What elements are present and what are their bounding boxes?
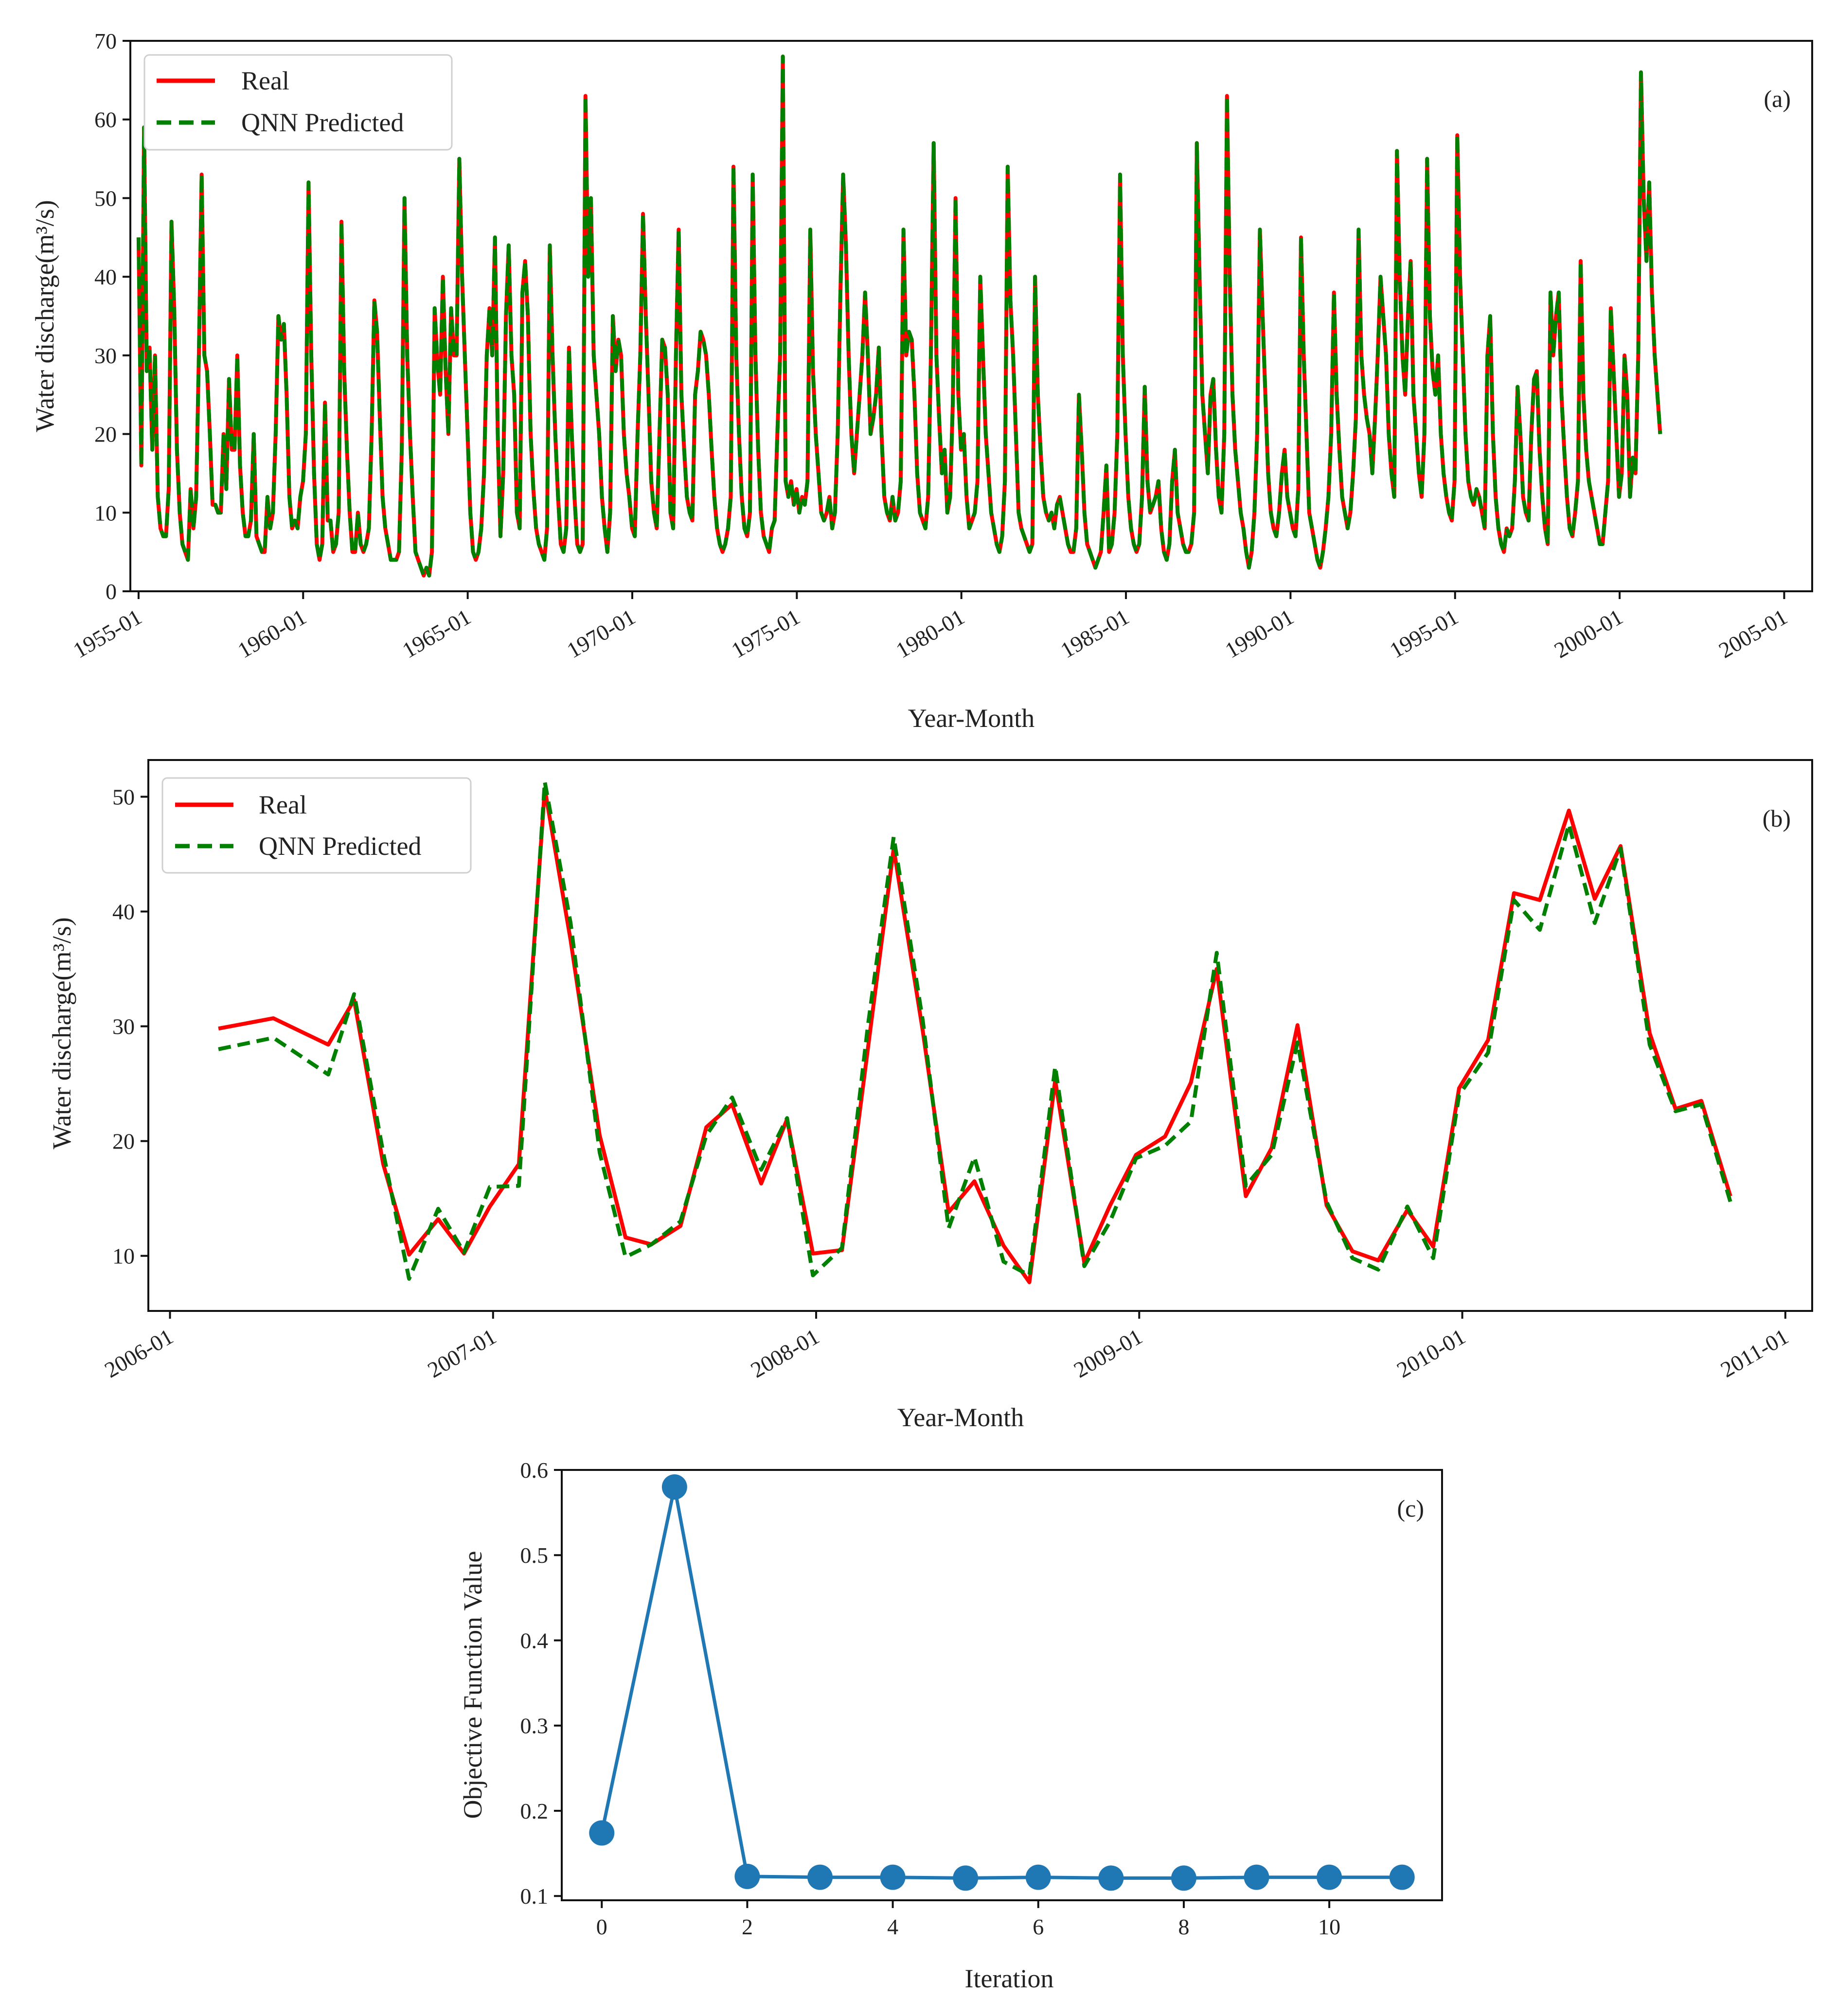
panel-c: 0.10.20.30.40.50.60 2 4 6 8 10 (c) Iteration … (458, 1458, 1443, 1993)
panel-c-point (589, 1820, 615, 1846)
panel-c-xtick-label: 6 (1033, 1914, 1044, 1939)
panel-c-point (807, 1864, 833, 1890)
panel-a-lines (136, 54, 1662, 578)
panel-c-ticks: 0.1 0.2 0.3 0.4 0.5 0.6 0 2 4 6 8 10 (520, 1458, 1341, 1939)
panel-c-ytick-label: 0.3 (520, 1714, 549, 1738)
panel-b-series-qnn-predicted (218, 779, 1732, 1281)
panel-c-point (1317, 1864, 1342, 1890)
panel-c-xtick-label: 0 (596, 1914, 607, 1939)
panel-b-legend-real-label: Real (259, 790, 307, 819)
panel-c-ylabel: Objective Function Value (458, 1551, 487, 1819)
panel-c-xtick-label: 4 (887, 1914, 898, 1939)
panel-a-xlabel: Year-Month (908, 704, 1034, 733)
panel-c-frame (561, 1469, 1443, 1901)
panel-a-legend: Real QNN Predicted (143, 54, 453, 151)
panel-a-ylabel: Water discharge(m³/s) (30, 200, 59, 432)
panel-c-ytick-label: 0.1 (520, 1884, 549, 1909)
panel-c-point (953, 1865, 979, 1891)
panel-b-ytick-label: 50 (112, 785, 135, 810)
panel-a-ytick-label: 20 (94, 422, 117, 447)
panel-b-frame (147, 759, 1813, 1312)
panel-b-xlabel: Year-Month (897, 1403, 1024, 1432)
panel-a-series-qnn-predicted (136, 54, 1662, 578)
panel-c-point (1389, 1864, 1415, 1890)
panel-b-legend: Real QNN Predicted (161, 777, 472, 874)
panel-c-point (1025, 1864, 1051, 1890)
panel-c-point (1171, 1865, 1196, 1891)
panel-a-ytick-label: 10 (94, 500, 117, 525)
panel-c-lines (589, 1474, 1415, 1891)
panel-a-label: (a) (1764, 85, 1791, 112)
panel-a-ytick-label: 60 (94, 107, 117, 132)
panel-c-point (661, 1474, 687, 1500)
panel-c-ytick-label: 0.2 (520, 1799, 549, 1823)
panel-c-xtick-label: 8 (1178, 1914, 1189, 1939)
panel-a-legend-box (143, 54, 453, 151)
panel-c-ytick-label: 0.5 (520, 1543, 549, 1568)
panel-b-ytick-label: 30 (112, 1014, 135, 1039)
panel-b-ytick-label: 10 (112, 1244, 135, 1269)
panel-b-ylabel: Water discharge(m³/s) (47, 917, 76, 1149)
panel-c-point (1098, 1865, 1124, 1891)
panel-a-ytick-label: 40 (94, 265, 117, 289)
panel-b-legend-predicted-label: QNN Predicted (259, 831, 421, 861)
panel-c-point (880, 1864, 906, 1890)
panel-a-ytick-label: 0 (106, 579, 117, 604)
panel-c-xtick-label: 2 (742, 1914, 753, 1939)
panel-c-ytick-label: 0.4 (520, 1628, 549, 1653)
panel-a-legend-predicted-label: QNN Predicted (241, 108, 404, 137)
panel-a-ytick-label: 30 (94, 343, 117, 368)
panel-a-frame (129, 40, 1813, 592)
panel-b-legend-box (161, 777, 472, 874)
panel-c-xtick-label: 10 (1318, 1914, 1340, 1939)
panel-c-label: (c) (1397, 1495, 1425, 1522)
panel-c-point (734, 1863, 760, 1889)
panel-c-point (1244, 1864, 1269, 1890)
panel-b-label: (b) (1763, 805, 1791, 832)
panel-b-lines (218, 779, 1732, 1284)
panel-b-ytick-label: 40 (112, 900, 135, 924)
panel-a-legend-real-label: Real (241, 66, 289, 95)
panel-c-ytick-label: 0.6 (520, 1458, 549, 1483)
panel-b-ytick-label: 20 (112, 1129, 135, 1154)
panel-a-ytick-label: 70 (94, 29, 117, 53)
panel-c-xlabel: Iteration (965, 1964, 1054, 1993)
panel-a-ytick-label: 50 (94, 186, 117, 211)
